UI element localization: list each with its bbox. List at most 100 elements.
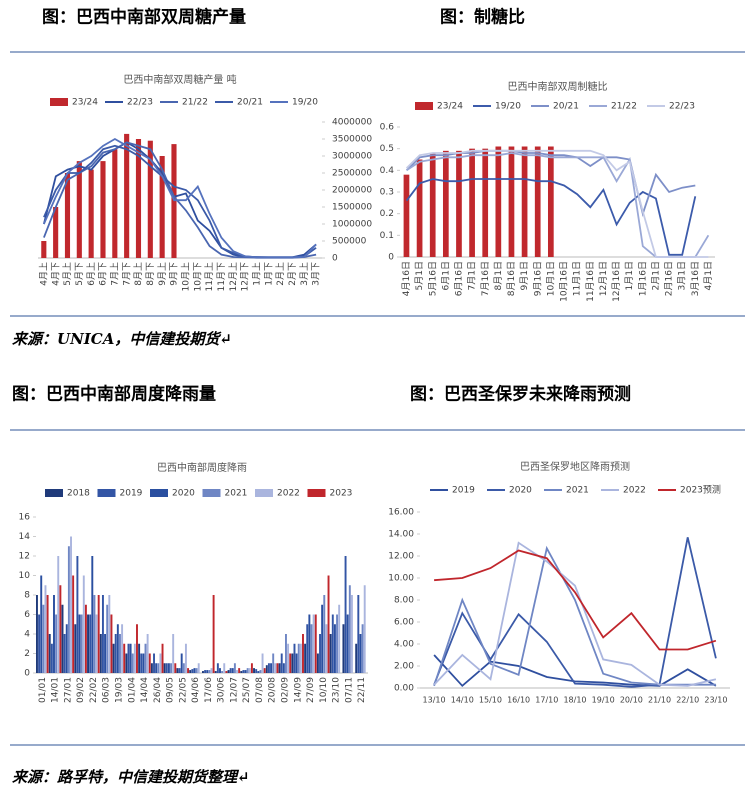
bar [282,663,285,673]
chart-title: 巴西中南部双周糖产量 吨 [123,73,236,86]
bar [159,156,165,258]
bar [148,653,151,673]
x-tick-label: 25/07 [242,677,252,703]
bar [161,643,164,673]
legend-swatch [45,489,63,497]
bar [195,668,198,673]
bar [133,643,136,673]
bar [253,668,256,673]
bar [84,604,87,673]
legend-label: 21/22 [182,98,208,108]
legend-swatch [97,489,116,497]
bar [135,139,142,258]
bar [155,663,158,673]
bar [100,161,106,258]
bar [178,668,181,673]
x-tick-label: 23/10 [332,677,342,703]
bar [89,614,92,673]
heading: 图：巴西中南部双周糖产量 [42,7,246,28]
x-tick-label: 12月1日 [598,261,609,296]
bar [70,536,72,673]
bar [174,663,177,673]
legend-label: 22/23 [127,98,153,108]
bar [159,653,162,673]
y-tick-label: 0.2 [380,209,394,219]
x-tick-label: 1月上 [251,262,262,286]
bar [112,643,115,673]
x-tick-label: 9月1日 [519,261,530,290]
x-tick-label: 8月下 [145,262,156,286]
bar [442,150,449,257]
legend-label: 2020 [509,486,532,496]
legend-swatch [415,102,433,110]
y-tick-label: 0 [24,669,30,679]
x-tick-label: 7月上 [109,262,120,286]
y-tick-label: 0.00 [394,684,414,694]
bar [206,670,209,673]
bar [255,669,258,673]
x-tick-label: 10/10 [319,677,329,703]
bar [163,663,166,673]
bar [157,663,160,673]
bar [293,643,296,673]
y-tick-label: 8.00 [394,596,414,606]
bar [138,643,141,673]
x-tick-label: 07/08 [255,677,265,703]
bar [306,624,309,673]
line [43,144,317,259]
bar [210,668,213,673]
x-tick-label: 2月下 [287,262,298,286]
heading: 图：巴西圣保罗未来降雨预测 [410,384,631,405]
bar [72,575,75,673]
x-tick-label: 17/06 [204,677,214,703]
bar [165,663,168,673]
bar [40,575,43,673]
y-tick-label: 2500000 [332,169,372,179]
bar [204,670,207,673]
bar [80,614,83,673]
bar [170,663,173,673]
x-tick-label: 09/02 [76,677,86,703]
bar [106,604,109,673]
bar [82,575,85,673]
x-tick-label: 3月下 [311,262,322,286]
bar [319,634,321,673]
bar [329,634,332,673]
bar [316,653,319,673]
x-tick-label: 3月上 [299,262,310,286]
line [434,549,717,651]
bar [208,670,211,673]
bar [41,241,47,258]
legend-label: 19/20 [292,98,318,108]
bar [219,668,221,673]
bar [147,140,153,258]
bar [304,643,307,673]
bar [114,634,117,673]
bar [212,595,215,673]
x-tick-label: 21/10 [648,696,671,705]
line [406,152,710,258]
y-tick-label: 0.1 [380,231,394,241]
bar [36,595,38,673]
x-tick-label: 12月上 [228,262,239,291]
x-tick-label: 14/01 [51,677,61,703]
bar [127,643,130,673]
bar [193,668,196,673]
bar [308,614,311,673]
y-tick-label: 8 [24,591,30,601]
bar [191,669,194,673]
bar [124,133,130,258]
bar [314,614,317,673]
bar [289,653,292,673]
bar [61,604,64,673]
x-tick-label: 4月16日 [401,261,412,296]
bar [176,668,179,673]
x-tick-label: 02/09 [281,677,291,703]
bar [267,663,270,673]
bar [225,671,228,673]
bar [359,634,362,673]
bar [101,595,104,673]
x-tick-label: 22/02 [89,677,99,703]
x-tick-label: 27/09 [306,677,316,703]
